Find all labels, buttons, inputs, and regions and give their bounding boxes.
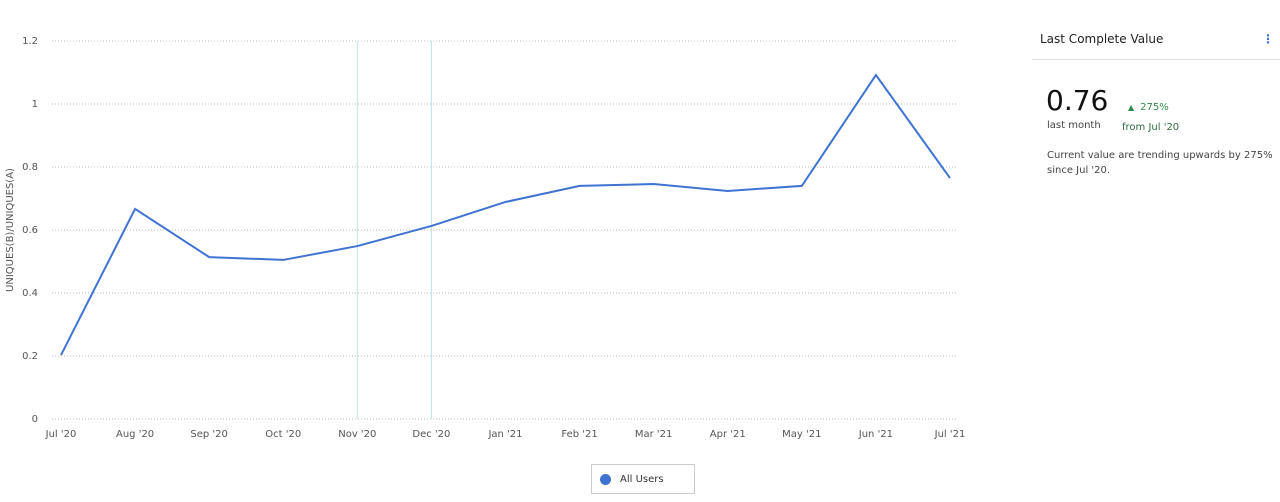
chart: UNIQUES(B)/UNIQUES(A) 0 0.2 0.4 0.6 0.8 1 1.2 J… xyxy=(5,36,966,440)
x-tick-label: Apr '21 xyxy=(710,429,746,440)
description: Current value are trending upwards by 27… xyxy=(1047,150,1273,176)
x-tick-label: Sep '20 xyxy=(190,429,228,440)
divider xyxy=(1032,59,1280,60)
y-tick-label: 0.4 xyxy=(22,288,38,299)
legend[interactable]: All Users xyxy=(591,464,695,494)
y-tick-label: 0.2 xyxy=(22,351,38,362)
value-caption: last month xyxy=(1047,120,1101,131)
panel-title: Last Complete Value xyxy=(1040,32,1164,46)
y-tick-label: 0.6 xyxy=(22,225,38,236)
change-value: 275% xyxy=(1140,102,1169,113)
legend-label: All Users xyxy=(620,474,664,485)
x-tick-label: Jun '21 xyxy=(858,429,893,440)
y-tick-label: 0 xyxy=(32,414,38,425)
change: ▲ 275% xyxy=(1128,102,1169,113)
y-tick-label: 1 xyxy=(32,99,38,110)
line xyxy=(60,73,951,356)
x-tick-label: Mar '21 xyxy=(635,429,673,440)
legend-swatch xyxy=(600,474,611,485)
change-caption: from Jul '20 xyxy=(1122,122,1180,133)
x-tick-label: Jan '21 xyxy=(487,429,522,440)
x-tick-label: Jul '21 xyxy=(934,429,966,440)
menu-button[interactable]: ⋮ xyxy=(1262,32,1274,46)
value: 0.76 xyxy=(1046,84,1109,117)
x-tick-label: May '21 xyxy=(782,429,821,440)
x-tick-label: Feb '21 xyxy=(561,429,597,440)
x-tick-label: Oct '20 xyxy=(265,429,301,440)
y-tick-label: 1.2 xyxy=(22,36,38,47)
x-tick-label: Nov '20 xyxy=(338,429,376,440)
x-tick-label: Jul '20 xyxy=(45,429,77,440)
x-tick-label: Aug '20 xyxy=(116,429,154,440)
x-tick-label: Dec '20 xyxy=(412,429,450,440)
y-tick-label: 0.8 xyxy=(22,162,38,173)
y-axis-label: UNIQUES(B)/UNIQUES(A) xyxy=(5,168,16,292)
side-panel: Last Complete Value ⋮ 0.76 last month ▲ 2… xyxy=(1032,0,1280,502)
